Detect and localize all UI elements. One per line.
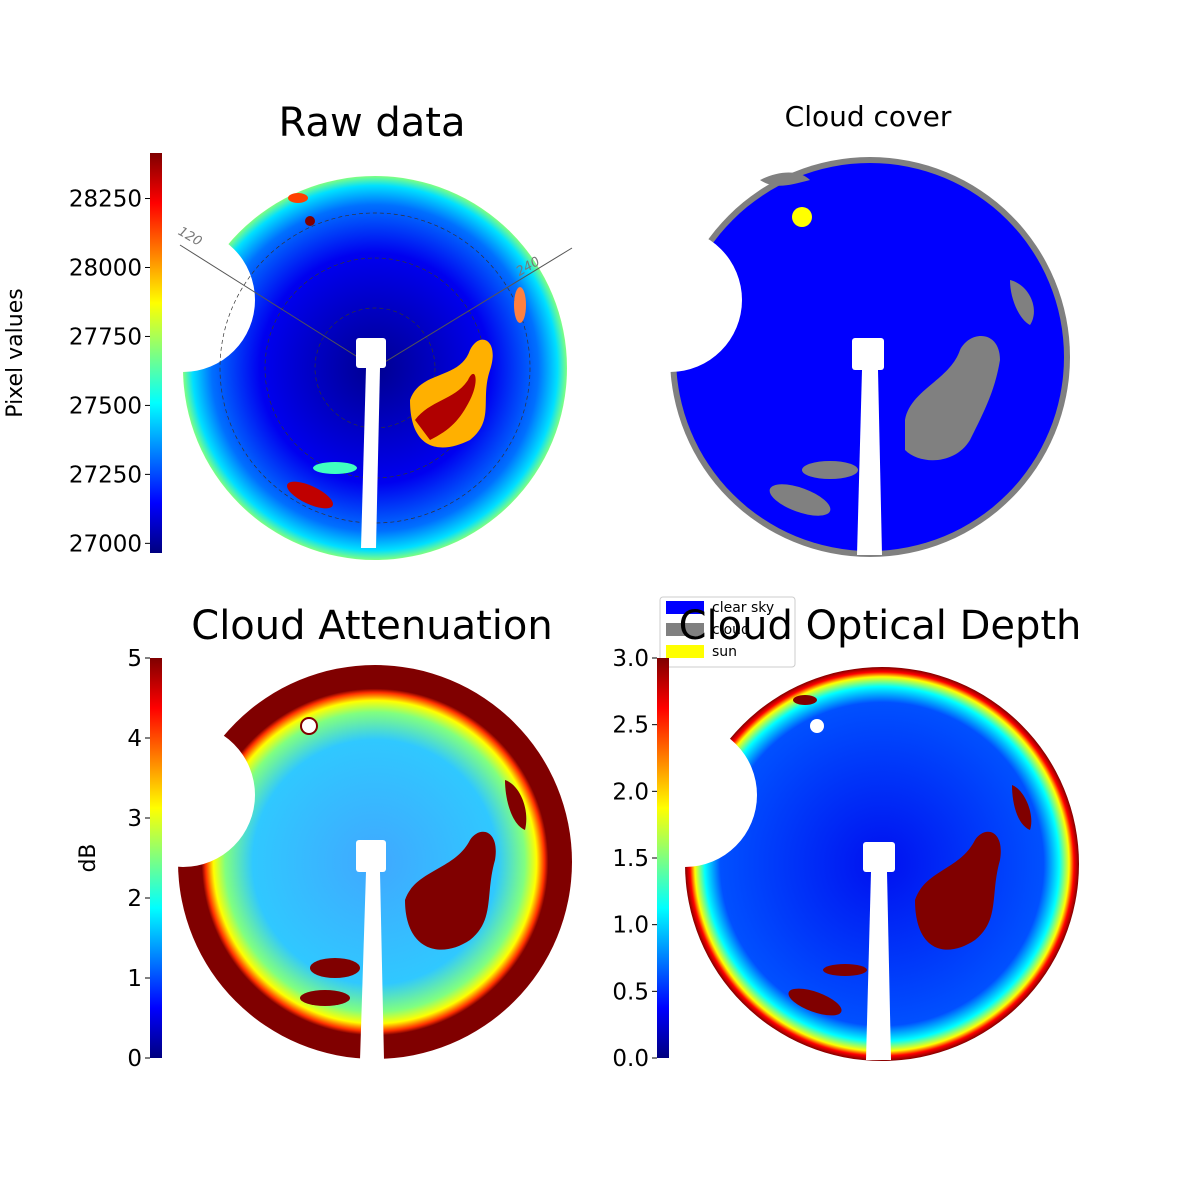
- colorbar-tick-label: 0: [127, 1046, 142, 1072]
- legend-label: cloud: [712, 622, 750, 638]
- cloud-cover-image: [598, 157, 1070, 557]
- colorbar-tick-label: 3.0: [612, 646, 649, 672]
- legend-swatch: [666, 601, 704, 614]
- legend-swatch: [666, 623, 704, 636]
- colorbar-tick-label: 0.0: [612, 1046, 649, 1072]
- attenuation-image: [111, 665, 572, 1060]
- optical-depth-image: [613, 667, 1079, 1061]
- panel-title: Cloud Attenuation: [191, 603, 552, 649]
- colorbar-tick-label: 3: [127, 806, 142, 832]
- panel-title: Cloud Optical Depth: [679, 603, 1082, 649]
- colorbar-label: dB: [76, 843, 101, 872]
- raw-image: [111, 176, 573, 560]
- legend-label: sun: [712, 644, 737, 660]
- colorbar-tick-label: 28000: [69, 255, 142, 281]
- legend-swatch: [666, 645, 704, 658]
- colorbar-tick-label: 4: [127, 726, 142, 752]
- panel-title: Cloud cover: [785, 100, 952, 133]
- colorbar-tick-label: 1: [127, 966, 142, 992]
- colorbar-tick-label: 1.5: [612, 846, 649, 872]
- colorbar-tick-label: 2.0: [612, 779, 649, 805]
- colorbar-tick-label: 5: [127, 646, 142, 672]
- colorbar-tick-label: 2.5: [612, 713, 649, 739]
- colorbar: [150, 658, 162, 1058]
- colorbar-tick-label: 27000: [69, 531, 142, 557]
- colorbar-tick-label: 2: [127, 886, 142, 912]
- colorbar-tick-label: 0.5: [612, 979, 649, 1005]
- colorbar-tick-label: 28250: [69, 187, 142, 213]
- colorbar: [150, 153, 162, 553]
- colorbar: [657, 658, 669, 1058]
- panel-title: Raw data: [279, 100, 466, 146]
- colorbar-tick-label: 1.0: [612, 913, 649, 939]
- colorbar-tick-label: 27500: [69, 393, 142, 419]
- legend-label: clear sky: [712, 600, 774, 616]
- colorbar-tick-label: 27750: [69, 324, 142, 350]
- colorbar-label: Pixel values: [3, 288, 28, 417]
- colorbar-tick-label: 27250: [69, 462, 142, 488]
